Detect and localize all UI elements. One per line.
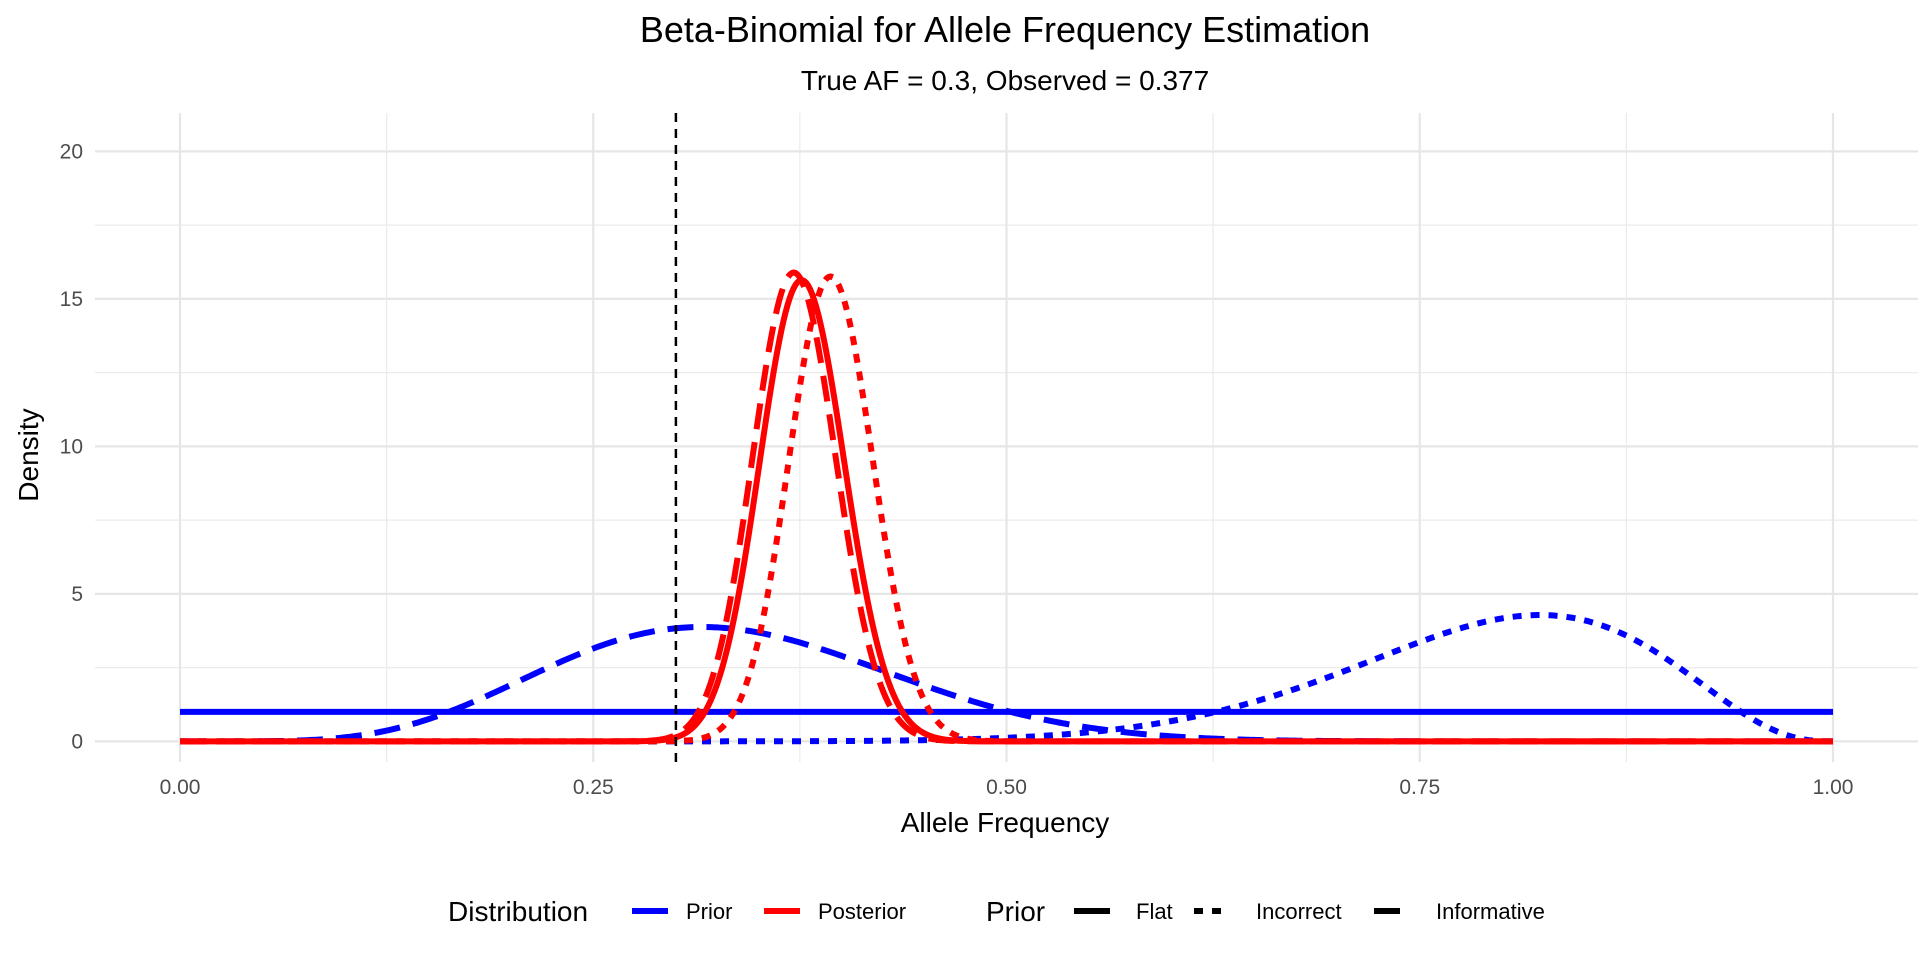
x-tick-label: 0.25 <box>573 776 614 799</box>
legend-label-flat: Flat <box>1136 899 1173 924</box>
y-tick-label: 0 <box>71 730 83 753</box>
legend-title-prior: Prior <box>986 896 1045 927</box>
grid <box>95 113 1918 762</box>
chart-subtitle: True AF = 0.3, Observed = 0.377 <box>801 65 1209 96</box>
legend-label-informative: Informative <box>1436 899 1545 924</box>
tick-labels: 0.00 0.25 0.50 0.75 1.00 0 5 10 15 20 <box>60 140 1854 799</box>
y-tick-label: 10 <box>60 435 83 458</box>
y-tick-label: 15 <box>60 288 83 311</box>
legend: Distribution Prior Posterior Prior Flat Incor… <box>448 896 1545 927</box>
x-tick-label: 1.00 <box>1813 776 1854 799</box>
legend-label-incorrect: Incorrect <box>1256 899 1342 924</box>
y-tick-label: 5 <box>71 583 83 606</box>
y-tick-label: 20 <box>60 140 83 163</box>
chart-title: Beta-Binomial for Allele Frequency Estim… <box>640 9 1370 50</box>
legend-title-distribution: Distribution <box>448 896 588 927</box>
legend-label-prior: Prior <box>686 899 732 924</box>
x-tick-label: 0.00 <box>160 776 201 799</box>
series-layer <box>179 269 1834 745</box>
x-tick-label: 0.50 <box>986 776 1027 799</box>
x-axis-label: Allele Frequency <box>901 807 1110 838</box>
series-line-posterior-incorrect <box>179 273 1834 745</box>
y-axis-label: Density <box>13 408 44 501</box>
x-tick-label: 0.75 <box>1399 776 1440 799</box>
legend-label-posterior: Posterior <box>818 899 906 924</box>
